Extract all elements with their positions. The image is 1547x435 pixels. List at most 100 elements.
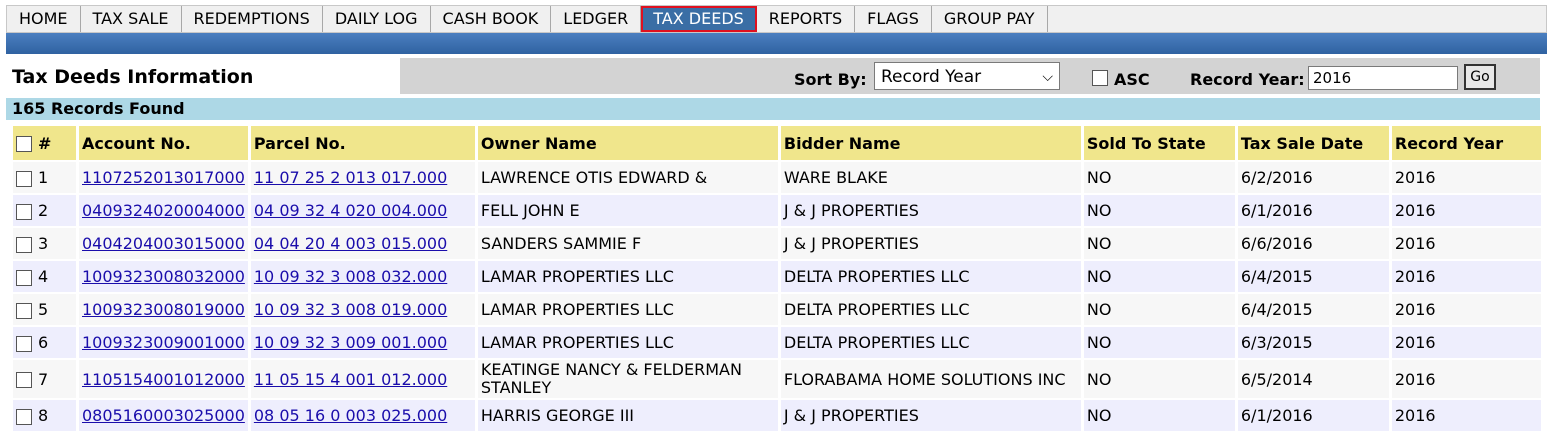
column-header-sold: Sold To State [1083,126,1235,160]
column-header-account: Account No. [79,126,248,160]
bidder-cell: J & J PROPERTIES [780,400,1081,431]
table-row: 8 0805160003025000 08 05 16 0 003 025.00… [13,400,1541,431]
row-num-cell: 4 [13,261,76,292]
record-year-label: Record Year: [1190,70,1305,89]
sold-cell: NO [1083,228,1235,259]
bidder-cell: WARE BLAKE [780,162,1081,193]
parcel-link[interactable]: 10 09 32 3 008 019.000 [253,300,448,319]
account-link[interactable]: 0404204003015000 [82,234,245,253]
row-checkbox[interactable] [16,408,32,425]
column-header-owner: Owner Name [477,126,778,160]
parcel-link[interactable]: 08 05 16 0 003 025.000 [253,406,448,425]
row-num-cell: 2 [13,195,76,226]
date-cell: 6/5/2014 [1237,360,1389,398]
account-cell: 0404204003015000 [79,228,248,259]
row-num-cell: 8 [13,400,76,431]
owner-cell: FELL JOHN E [477,195,778,226]
row-checkbox[interactable] [16,236,32,253]
parcel-link[interactable]: 04 04 20 4 003 015.000 [253,234,448,253]
date-cell: 6/4/2015 [1237,294,1389,325]
select-all-checkbox[interactable] [16,136,32,152]
account-link[interactable]: 1105154001012000 [82,369,245,389]
sold-cell: NO [1083,400,1235,431]
year-cell: 2016 [1391,162,1541,193]
table-row: 6 1009323009001000 10 09 32 3 009 001.00… [13,327,1541,358]
column-header-bidder: Bidder Name [780,126,1081,160]
go-button[interactable]: Go [1464,64,1496,90]
account-cell: 1107252013017000 [79,162,248,193]
account-link[interactable]: 0409324020004000 [82,201,245,220]
sort-by-select[interactable]: Record Year ⌵ [874,62,1060,90]
bidder-cell: DELTA PROPERTIES LLC [780,261,1081,292]
parcel-link[interactable]: 10 09 32 3 009 001.000 [253,333,448,352]
table-row: 1 1107252013017000 11 07 25 2 013 017.00… [13,162,1541,193]
record-year-input[interactable]: 2016 [1308,66,1458,90]
year-cell: 2016 [1391,400,1541,431]
nav-redemptions[interactable]: REDEMPTIONS [182,6,323,32]
row-checkbox[interactable] [16,335,32,352]
date-cell: 6/1/2016 [1237,400,1389,431]
table-row: 4 1009323008032000 10 09 32 3 008 032.00… [13,261,1541,292]
parcel-link[interactable]: 11 05 15 4 001 012.000 [253,369,448,389]
date-cell: 6/3/2015 [1237,327,1389,358]
year-cell: 2016 [1391,195,1541,226]
account-link[interactable]: 1009323008032000 [82,267,245,286]
account-link[interactable]: 1107252013017000 [82,168,245,187]
nav-ledger[interactable]: LEDGER [551,6,642,32]
nav-flags[interactable]: FLAGS [855,6,932,32]
row-checkbox[interactable] [16,372,32,388]
parcel-link[interactable]: 10 09 32 3 008 032.000 [253,267,448,286]
row-checkbox[interactable] [16,203,32,220]
nav-daily-log[interactable]: DAILY LOG [323,6,431,32]
table-row: 3 0404204003015000 04 04 20 4 003 015.00… [13,228,1541,259]
parcel-cell: 10 09 32 3 008 019.000 [250,294,475,325]
asc-checkbox[interactable] [1092,70,1108,86]
row-num-cell: 3 [13,228,76,259]
account-link[interactable]: 1009323009001000 [82,333,245,352]
owner-cell: KEATINGE NANCY & FELDERMAN STANLEY [477,360,778,398]
account-cell: 0409324020004000 [79,195,248,226]
date-cell: 6/1/2016 [1237,195,1389,226]
account-cell: 1009323008032000 [79,261,248,292]
parcel-cell: 04 09 32 4 020 004.000 [250,195,475,226]
row-checkbox[interactable] [16,302,32,319]
row-checkbox[interactable] [16,269,32,286]
year-cell: 2016 [1391,327,1541,358]
nav-tax-deeds[interactable]: TAX DEEDS [641,6,757,32]
row-checkbox[interactable] [16,170,32,187]
nav-tax-sale[interactable]: TAX SALE [81,6,182,32]
account-link[interactable]: 0805160003025000 [82,406,245,425]
bidder-cell: DELTA PROPERTIES LLC [780,327,1081,358]
parcel-link[interactable]: 04 09 32 4 020 004.000 [253,201,448,220]
sold-cell: NO [1083,360,1235,398]
date-cell: 6/2/2016 [1237,162,1389,193]
owner-cell: SANDERS SAMMIE F [477,228,778,259]
nav-reports[interactable]: REPORTS [757,6,856,32]
nav-group-pay[interactable]: GROUP PAY [932,6,1048,32]
account-cell: 1009323008019000 [79,294,248,325]
table-row: 2 0409324020004000 04 09 32 4 020 004.00… [13,195,1541,226]
sold-cell: NO [1083,327,1235,358]
nav-home[interactable]: HOME [7,6,81,32]
bidder-cell: J & J PROPERTIES [780,228,1081,259]
parcel-cell: 08 05 16 0 003 025.000 [250,400,475,431]
parcel-link[interactable]: 11 07 25 2 013 017.000 [253,168,448,187]
row-num-cell: 5 [13,294,76,325]
column-header-date: Tax Sale Date [1237,126,1389,160]
nav-cash-book[interactable]: CASH BOOK [431,6,552,32]
records-found-bar: 165 Records Found [6,98,1540,120]
account-link[interactable]: 1009323008019000 [82,300,245,319]
column-header-parcel: Parcel No. [250,126,475,160]
owner-cell: LAMAR PROPERTIES LLC [477,327,778,358]
column-header-num: # [13,126,76,160]
parcel-cell: 10 09 32 3 008 032.000 [250,261,475,292]
parcel-cell: 11 07 25 2 013 017.000 [250,162,475,193]
owner-cell: LAWRENCE OTIS EDWARD & [477,162,778,193]
sold-cell: NO [1083,162,1235,193]
page-title: Tax Deeds Information [12,66,254,88]
date-cell: 6/4/2015 [1237,261,1389,292]
owner-cell: HARRIS GEORGE III [477,400,778,431]
asc-label: ASC [1114,70,1150,89]
sold-cell: NO [1083,294,1235,325]
sold-cell: NO [1083,261,1235,292]
